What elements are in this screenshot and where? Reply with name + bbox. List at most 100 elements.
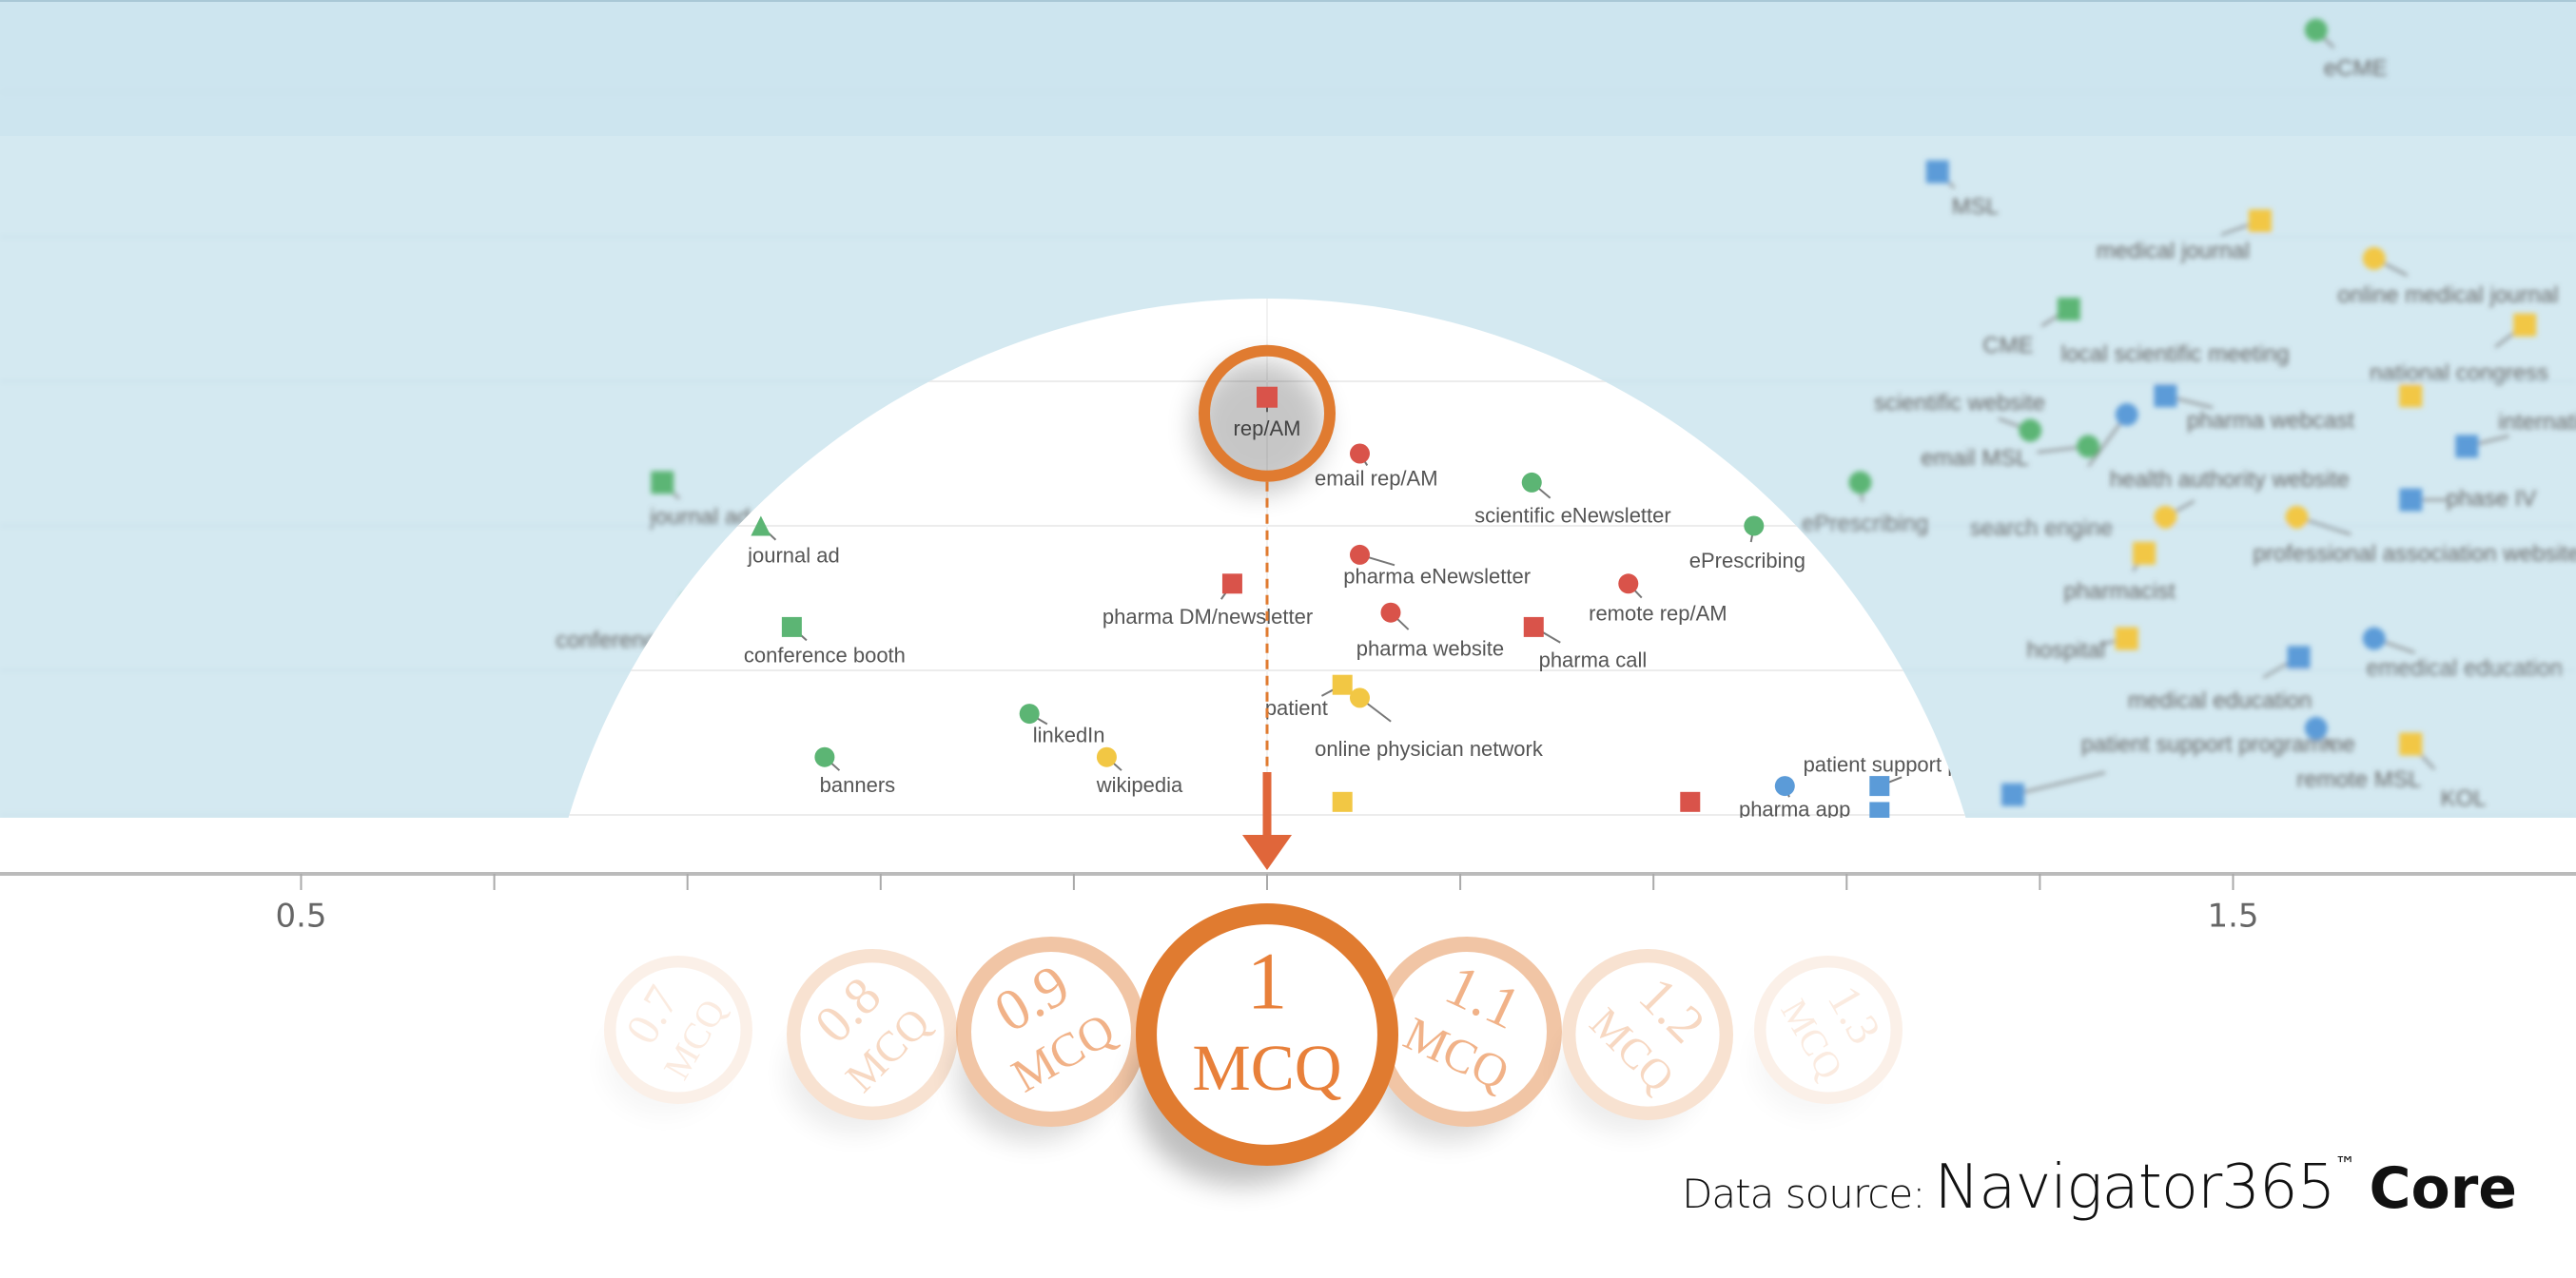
square-marker	[651, 471, 674, 494]
circle-marker	[1349, 544, 1370, 565]
coin-ring	[1136, 902, 1399, 1166]
point-label: conference booth	[744, 643, 906, 667]
lens-point-patient[interactable]: patient	[1265, 674, 1353, 720]
point-label: pharma webcast	[2187, 408, 2354, 434]
point-label: wikipedia	[1096, 773, 1183, 797]
background-point-scientific-website[interactable]: scientific website	[1874, 390, 2045, 442]
attribution-prefix: Data source:	[1682, 1171, 1925, 1217]
lens-point-linkedin[interactable]: linkedIn	[1019, 704, 1105, 747]
square-marker	[2057, 298, 2080, 320]
point-label: ePrescribing	[1802, 512, 1928, 537]
background-point-journal-ad[interactable]: journal ad	[649, 471, 751, 531]
point-label: pharma DM/newsletter	[1103, 605, 1313, 629]
background-point-cme[interactable]: CME	[1982, 298, 2080, 358]
background-points-layer: eCME MSL medical journal online medical jou…	[0, 18, 2576, 816]
point-label: CME	[1982, 333, 2033, 358]
background-point-msl[interactable]: MSL	[1925, 160, 1999, 220]
leader-line	[2012, 771, 2106, 796]
point-label: medical education	[2128, 687, 2312, 713]
square-marker	[2287, 646, 2311, 669]
square-marker	[2399, 732, 2423, 756]
lens-point-unlabeled[interactable]	[1869, 802, 1890, 822]
point-label: remote rep/AM	[1589, 601, 1727, 625]
background-point-phase-iv[interactable]: phase IV	[2399, 486, 2536, 512]
circle-marker	[1380, 602, 1401, 623]
point-label: email rep/AM	[1315, 466, 1438, 490]
coin-shadow	[787, 1013, 924, 1133]
x-tick-label: 0.5	[275, 898, 326, 936]
background-point-online-medical-journal[interactable]: online medical journal	[2337, 246, 2559, 308]
background-point-patient-support-programme[interactable]: patient support programme	[2000, 731, 2355, 806]
lens-point-conference-booth[interactable]: conference booth	[744, 616, 906, 667]
background-point-professional-association-website[interactable]: professional association website	[2253, 505, 2576, 567]
point-label: local scientific meeting	[2061, 341, 2290, 367]
lens-point-unlabeled[interactable]	[1332, 791, 1353, 812]
square-marker	[1221, 573, 1242, 594]
point-label: eCME	[2324, 55, 2388, 81]
point-label: banners	[820, 773, 896, 797]
lens-point-scientific-enewsletter[interactable]: scientific eNewsletter	[1474, 472, 1671, 528]
background-point-remote-msl[interactable]: remote MSL	[2296, 716, 2421, 793]
circle-marker	[2362, 627, 2386, 650]
lens-point-email-rep-am[interactable]: email rep/AM	[1315, 443, 1438, 491]
background-point-ecme[interactable]: eCME	[2304, 18, 2388, 82]
lens-point-online-physician-network[interactable]: online physician network	[1315, 687, 1544, 761]
square-marker	[2455, 435, 2479, 458]
point-label: pharma app	[1739, 797, 1850, 821]
background-point-hospital[interactable]: hospital	[2027, 627, 2138, 664]
background-point-medical-journal[interactable]: medical journal	[2097, 209, 2272, 263]
background-point-unlabeled[interactable]	[2399, 384, 2423, 408]
background-point-kol[interactable]: KOL	[2399, 732, 2487, 812]
point-label: online physician network	[1315, 737, 1544, 761]
arrow-down-icon	[1242, 835, 1292, 870]
point-label: remote MSL	[2296, 766, 2421, 792]
coin-ring	[1561, 949, 1733, 1121]
lens-point-wikipedia[interactable]: wikipedia	[1096, 746, 1183, 797]
point-label: KOL	[2441, 786, 2487, 812]
point-label: online medical journal	[2337, 282, 2558, 308]
lens-point-pharma-dm-newsletter[interactable]: pharma DM/newsletter	[1103, 573, 1313, 629]
point-label: patient	[1265, 696, 1328, 720]
lens-point-pharma-enewsletter[interactable]: pharma eNewsletter	[1343, 544, 1531, 588]
background-point-international[interactable]: international	[2455, 410, 2576, 458]
lens-point-remote-rep-am[interactable]: remote rep/AM	[1589, 573, 1727, 625]
square-marker	[1332, 791, 1353, 812]
background-point-pharmacist[interactable]: pharmacist	[2063, 541, 2176, 605]
background-point-eprescribing[interactable]: ePrescribing	[1802, 471, 1928, 537]
point-label: linkedIn	[1033, 724, 1105, 747]
circle-marker	[814, 746, 835, 767]
background-point-emedical-education[interactable]: emedical education	[2362, 627, 2563, 682]
lens-point-pharma-website[interactable]: pharma website	[1356, 602, 1504, 661]
background-point-pharma-webcast[interactable]: pharma webcast	[2154, 384, 2354, 434]
mcq-value: 1	[1247, 936, 1288, 1026]
background-point-national-congress[interactable]: national congress	[2370, 313, 2548, 386]
background-point-medical-education[interactable]: medical education	[2128, 646, 2312, 713]
lens-point-banners[interactable]: banners	[814, 746, 896, 797]
lens-point-eprescribing[interactable]: ePrescribing	[1689, 515, 1805, 572]
point-label: journal ad	[747, 544, 840, 568]
lens-point-pharma-app[interactable]: pharma app	[1739, 776, 1850, 821]
lens-point-journal-ad[interactable]: journal ad	[747, 515, 840, 568]
square-marker	[1332, 674, 1353, 695]
lens-point-unlabeled[interactable]	[1680, 791, 1701, 812]
lens-point-pharma-call[interactable]: pharma call	[1523, 616, 1648, 672]
background-point-search-engine[interactable]: search engine	[1970, 402, 2138, 541]
background-point-email-msl[interactable]: email MSL	[1921, 435, 2100, 472]
point-label: pharma eNewsletter	[1343, 564, 1531, 588]
attribution-brand: Navigator365	[1934, 1152, 2335, 1223]
point-label: pharma website	[1356, 637, 1504, 661]
background-point-local-scientific-meeting[interactable]: local scientific meeting	[2061, 341, 2290, 367]
background-point-health-authority-website[interactable]: health authority website	[2110, 467, 2350, 529]
point-label: scientific website	[1874, 390, 2045, 416]
circle-marker	[1774, 776, 1795, 797]
highlight-ring[interactable]	[1193, 344, 1336, 870]
circle-marker	[2019, 418, 2042, 442]
